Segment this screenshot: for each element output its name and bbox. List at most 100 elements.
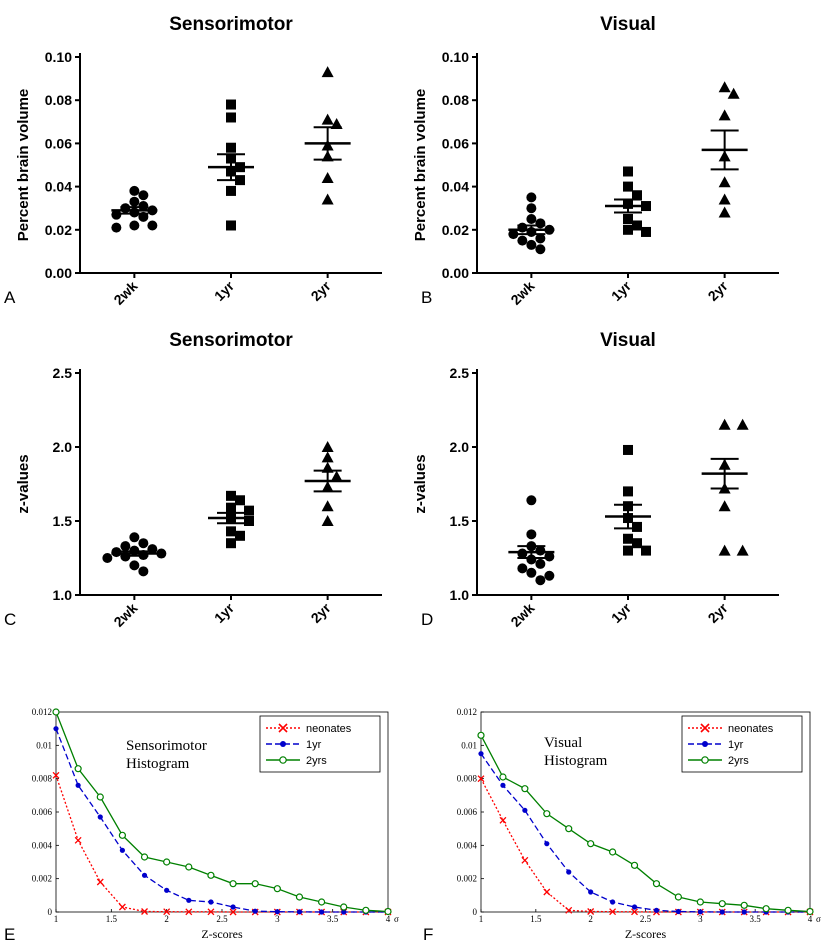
data-point	[96, 878, 104, 886]
x-tick-label: 2.5	[640, 914, 652, 924]
data-point	[235, 495, 245, 506]
series-line-2yrs	[480, 735, 811, 913]
data-point	[229, 908, 237, 916]
data-point	[274, 909, 280, 915]
data-point	[608, 848, 617, 856]
data-point	[318, 898, 326, 906]
data-point	[362, 906, 370, 914]
data-point	[164, 887, 170, 893]
data-point	[623, 533, 633, 544]
y-tick-label: 1.5	[450, 513, 470, 529]
panel-f: F 0 0.002 0.004 0.006 0.008 0.01 0.012 1 1.5 2 2.5 3…	[423, 707, 821, 944]
legend-label: 1yr	[306, 739, 322, 751]
x-tick-label: 1yr	[211, 599, 238, 626]
x-tick-label: 4	[808, 914, 813, 924]
data-point	[321, 193, 334, 205]
data-point	[74, 836, 82, 844]
data-point	[244, 505, 254, 516]
data-point	[719, 909, 725, 915]
data-point	[623, 181, 633, 192]
panel-e: E 0 0.002 0.004 0.006 0.008 0.01 0.012 1 1.5 2 2.5 3…	[4, 707, 399, 944]
data-point	[535, 575, 546, 586]
data-point	[74, 765, 82, 773]
y-tick-label: 0.002	[457, 874, 477, 884]
data-point	[741, 909, 747, 915]
data-point	[230, 904, 236, 910]
panel-label: C	[4, 610, 16, 629]
data-point	[138, 566, 149, 577]
data-point	[526, 554, 537, 565]
data-point	[252, 908, 258, 914]
y-tick-label: 0	[473, 907, 478, 917]
x-tick-label: 2wk	[507, 600, 537, 630]
data-point	[535, 218, 546, 229]
data-point	[226, 538, 236, 549]
data-point	[508, 229, 519, 240]
data-point	[147, 544, 158, 555]
y-tick-label: 0.002	[32, 874, 52, 884]
data-point	[517, 222, 528, 233]
data-point	[718, 544, 731, 556]
x-tick-suffix: σ	[394, 914, 399, 924]
data-point	[623, 166, 633, 177]
legend-label: neonates	[306, 723, 352, 735]
x-tick-label: 2wk	[110, 278, 140, 308]
data-point	[526, 567, 537, 578]
x-tick-label: 1	[54, 914, 59, 924]
data-point	[587, 908, 595, 915]
data-point	[102, 553, 113, 563]
data-point	[138, 190, 149, 201]
x-tick-label: 4	[386, 914, 391, 924]
y-tick-label: 2.0	[53, 439, 73, 455]
data-point	[736, 418, 749, 430]
y-tick-label: 0.006	[32, 807, 53, 817]
y-tick-label: 0.10	[442, 49, 469, 65]
data-point	[226, 185, 236, 196]
legend-marker	[279, 756, 287, 764]
panel-label: D	[421, 610, 433, 629]
panel-d: Visual D 1.0 1.5 2.0 2.5 z-values 2wk 1yr 2yr	[412, 330, 779, 630]
legend-label: 2yrs	[306, 755, 327, 767]
x-tick-label: 2yr	[705, 599, 732, 626]
data-point	[526, 214, 537, 224]
x-tick-label: 3	[698, 914, 703, 924]
data-point	[718, 176, 731, 188]
data-point	[521, 785, 529, 793]
y-tick-label: 0.006	[457, 807, 478, 817]
panel-a: Sensorimotor A 0.00 0.02 0.04 0.06 0.08 0.10 Per…	[4, 14, 382, 308]
y-tick-label: 0.10	[45, 49, 72, 65]
data-point	[118, 903, 126, 911]
x-tick-label: 1yr	[211, 277, 238, 304]
chart-title: Sensorimotor	[169, 14, 293, 35]
data-point	[727, 87, 740, 99]
legend-label: neonates	[728, 723, 774, 735]
data-point	[632, 538, 642, 549]
y-axis-label: Percent brain volume	[15, 89, 32, 242]
legend-marker	[278, 723, 288, 733]
chart-title: Visual	[600, 330, 656, 351]
y-tick-label: 0.08	[45, 92, 72, 108]
legend-marker	[702, 741, 708, 747]
data-point	[129, 185, 140, 196]
panel-label: B	[421, 288, 432, 307]
data-point	[653, 907, 660, 913]
data-point	[52, 771, 60, 779]
data-point	[623, 214, 633, 224]
data-point	[129, 532, 140, 543]
x-tick-label: 2wk	[507, 278, 537, 308]
data-point	[111, 547, 122, 558]
data-point	[330, 470, 343, 482]
y-tick-label: 0.08	[442, 92, 469, 108]
data-point	[53, 726, 59, 732]
panel-label: A	[4, 288, 16, 307]
data-point	[251, 880, 259, 888]
data-point	[522, 807, 528, 813]
y-tick-label: 0.04	[45, 179, 72, 195]
data-point	[517, 235, 528, 246]
y-tick-label: 0.01	[36, 740, 52, 750]
x-tick-label: 2	[164, 914, 169, 924]
data-point	[244, 516, 254, 526]
data-point	[341, 909, 347, 915]
data-point	[544, 551, 555, 562]
y-axis-label: z-values	[15, 454, 32, 513]
